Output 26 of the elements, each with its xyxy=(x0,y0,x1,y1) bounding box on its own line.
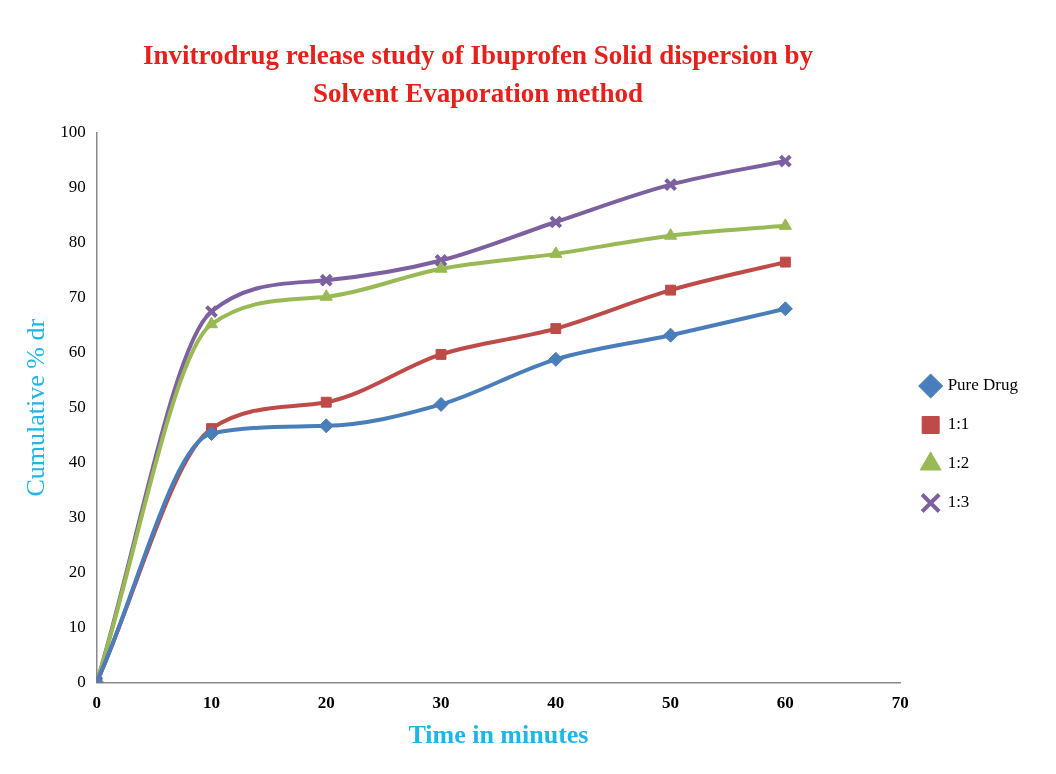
y-axis-title: Cumulative % dr xyxy=(21,318,51,497)
y-tick-label: 20 xyxy=(68,561,86,581)
x-axis-title: Time in minutes xyxy=(408,720,589,750)
legend-label: Pure Drug xyxy=(947,375,1019,395)
x-tick-label: 0 xyxy=(92,692,101,712)
y-tick-label: 80 xyxy=(68,232,86,252)
x-tick-label: 60 xyxy=(776,692,794,712)
x-tick-label: 30 xyxy=(432,692,450,712)
x-tick-label: 10 xyxy=(202,692,220,712)
y-tick-label: 90 xyxy=(68,177,86,197)
x-tick-label: 20 xyxy=(317,692,335,712)
y-tick-label: 0 xyxy=(77,671,86,691)
y-tick-label: 100 xyxy=(60,122,86,142)
y-tick-label: 10 xyxy=(68,616,86,636)
y-tick-label: 40 xyxy=(68,452,86,472)
y-tick-label: 50 xyxy=(68,397,86,417)
legend-label: 1:2 xyxy=(947,453,970,473)
x-tick-label: 40 xyxy=(547,692,565,712)
x-tick-label: 50 xyxy=(662,692,680,712)
legend-label: 1:3 xyxy=(947,492,970,512)
chart-title: Invitrodrug release study of Ibuprofen Solid dispersion by Solvent Evaporation method xyxy=(142,39,814,110)
x-tick-label: 70 xyxy=(891,692,909,712)
legend-label: 1:1 xyxy=(947,414,970,434)
y-tick-label: 60 xyxy=(68,342,86,362)
y-tick-label: 70 xyxy=(68,287,86,307)
y-tick-label: 30 xyxy=(68,507,86,527)
